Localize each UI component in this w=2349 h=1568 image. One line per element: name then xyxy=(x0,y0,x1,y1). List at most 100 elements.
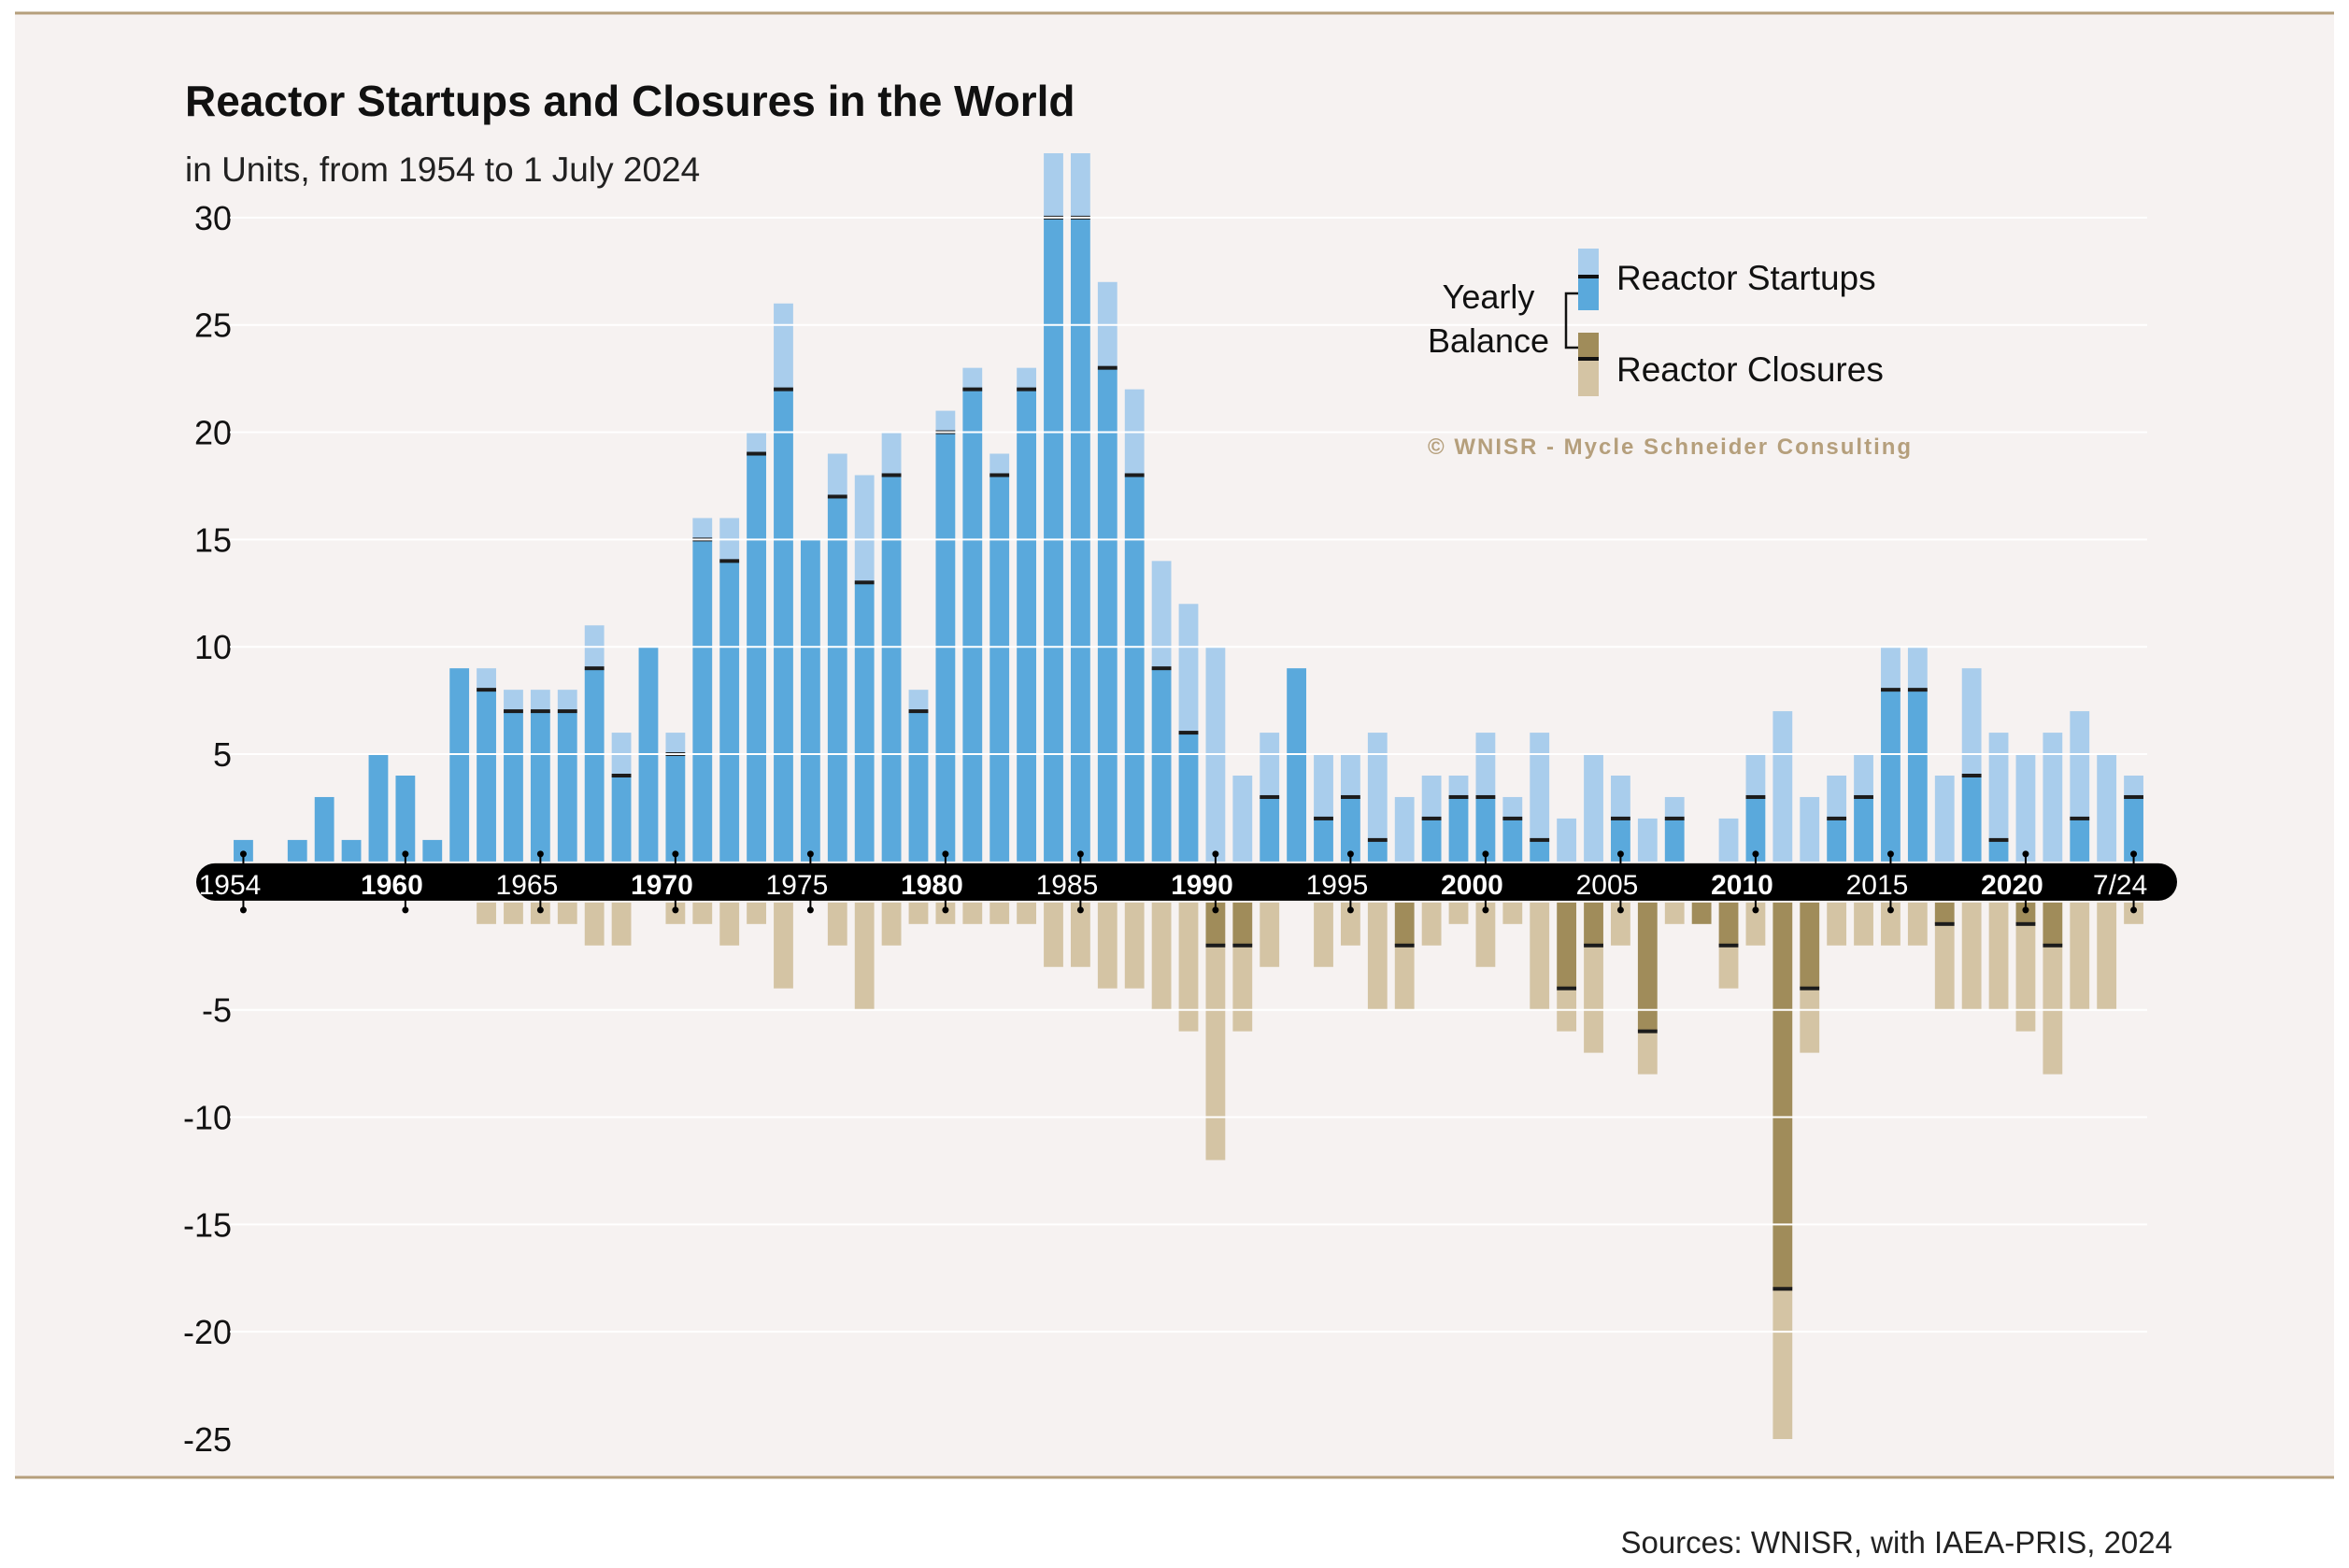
startup-bar xyxy=(1287,668,1307,862)
balance-marker xyxy=(477,688,496,692)
balance-marker xyxy=(1367,837,1388,842)
legend: Yearly Balance Reactor Startups Reactor … xyxy=(1428,249,1911,460)
closure-bar xyxy=(1637,1031,1658,1075)
y-axis: 30 25 20 15 10 5 -5 -10 -15 -20 -25 xyxy=(183,199,232,1459)
closure-bar xyxy=(1151,902,1172,1010)
balance-marker xyxy=(719,559,740,563)
startup-bar-light xyxy=(1988,733,2009,840)
balance-marker xyxy=(1178,731,1199,735)
startup-bar-light xyxy=(1394,796,1415,862)
closure-bar xyxy=(1341,902,1360,946)
x-tick-dot xyxy=(1616,850,1624,858)
closure-bar-dark xyxy=(1934,902,1955,924)
balance-marker xyxy=(1341,794,1360,799)
x-tick-dot xyxy=(2022,850,2029,858)
startup-bar-light xyxy=(1530,733,1550,840)
startup-bar-light xyxy=(1664,796,1685,819)
startup-bar xyxy=(665,754,686,862)
closure-bar xyxy=(2015,923,2036,1032)
closure-bar xyxy=(1881,902,1901,946)
x-tick-dot xyxy=(402,906,409,914)
startup-bar-light xyxy=(504,690,523,712)
x-tick-dot xyxy=(2130,906,2138,914)
x-tick-dot xyxy=(1752,906,1759,914)
closure-bar xyxy=(1178,902,1199,1032)
startup-bar-light xyxy=(1584,754,1603,862)
startup-bar-light xyxy=(908,690,929,712)
x-tick-label: 2005 xyxy=(1576,870,1639,901)
closure-bar xyxy=(854,902,875,1010)
closure-bar xyxy=(1772,1289,1793,1439)
startup-bar xyxy=(1961,776,1982,862)
startup-bar xyxy=(477,690,496,862)
y-tick-label: -25 xyxy=(183,1420,232,1459)
x-tick-label: 2010 xyxy=(1711,870,1773,901)
closure-bar xyxy=(1827,902,1847,946)
startup-bar-light xyxy=(1475,733,1496,797)
x-tick-label: 2020 xyxy=(1981,870,2043,901)
x-tick-dot xyxy=(239,850,247,858)
x-tick-dot xyxy=(2022,906,2029,914)
startup-bar-light xyxy=(1178,604,1199,734)
y-tick-label: -20 xyxy=(183,1313,232,1351)
closure-bar xyxy=(1502,902,1523,924)
startup-bar-light xyxy=(1314,754,1333,819)
legend-closures-swatch-light xyxy=(1578,359,1599,396)
startup-bar xyxy=(1611,818,1630,862)
y-tick-label: -5 xyxy=(202,991,232,1030)
closure-bar xyxy=(719,902,740,946)
closure-bar xyxy=(1314,902,1333,967)
startup-bar-light xyxy=(935,410,956,433)
startup-bar xyxy=(449,668,470,862)
startup-bar-light xyxy=(1772,711,1793,862)
startup-bar xyxy=(1448,796,1469,862)
closure-bar xyxy=(1070,902,1090,967)
closure-bar xyxy=(774,902,793,989)
closure-bar-dark xyxy=(1557,902,1577,989)
x-tick-dot xyxy=(239,906,247,914)
y-tick-label: 10 xyxy=(194,628,232,666)
x-axis-band xyxy=(196,862,2177,901)
x-tick-dot xyxy=(1752,850,1759,858)
startup-bar xyxy=(827,496,847,862)
x-tick-label: 7/24 xyxy=(2093,870,2147,901)
chart-title: Reactor Startups and Closures in the Wor… xyxy=(185,77,1075,125)
balance-marker xyxy=(1205,943,1226,948)
startup-bar-light xyxy=(1881,647,1901,691)
bars xyxy=(230,153,2147,1439)
startup-bar xyxy=(1854,796,1873,862)
x-tick-dot xyxy=(672,850,679,858)
startup-bar-light xyxy=(962,367,983,390)
x-tick-label: 1960 xyxy=(361,870,423,901)
startup-bar xyxy=(1421,818,1442,862)
startup-bar-light xyxy=(1367,733,1388,840)
balance-marker xyxy=(1718,943,1739,948)
startup-bar-light xyxy=(1070,153,1090,218)
startup-bar xyxy=(341,839,362,862)
closure-bar-dark xyxy=(1394,902,1415,946)
closure-bar xyxy=(2070,902,2090,1010)
startup-bar-light xyxy=(2097,754,2117,862)
closure-bar xyxy=(1394,945,1415,1010)
balance-marker xyxy=(1124,473,1145,478)
startup-bar-light xyxy=(530,690,550,712)
startup-bar-light xyxy=(1232,776,1253,862)
legend-closures-swatch-dark xyxy=(1578,333,1599,359)
startup-bar xyxy=(395,776,416,862)
closure-bar-dark xyxy=(1772,902,1793,1290)
balance-marker xyxy=(611,774,632,777)
startup-bar-light xyxy=(1854,754,1873,797)
balance-marker xyxy=(1475,794,1496,799)
balance-marker xyxy=(1151,666,1172,671)
startup-bar xyxy=(504,711,523,862)
balance-marker xyxy=(584,666,605,671)
startup-bar-light xyxy=(1800,796,1820,862)
startup-bar xyxy=(881,475,902,862)
closure-bar-dark xyxy=(1800,902,1820,989)
startup-bar xyxy=(1017,389,1036,862)
legend-startups-swatch-dark xyxy=(1578,277,1599,310)
closure-bar-dark xyxy=(1718,902,1739,946)
x-tick-dot xyxy=(536,906,544,914)
balance-marker xyxy=(1260,794,1280,799)
startup-bar-light xyxy=(774,303,793,390)
